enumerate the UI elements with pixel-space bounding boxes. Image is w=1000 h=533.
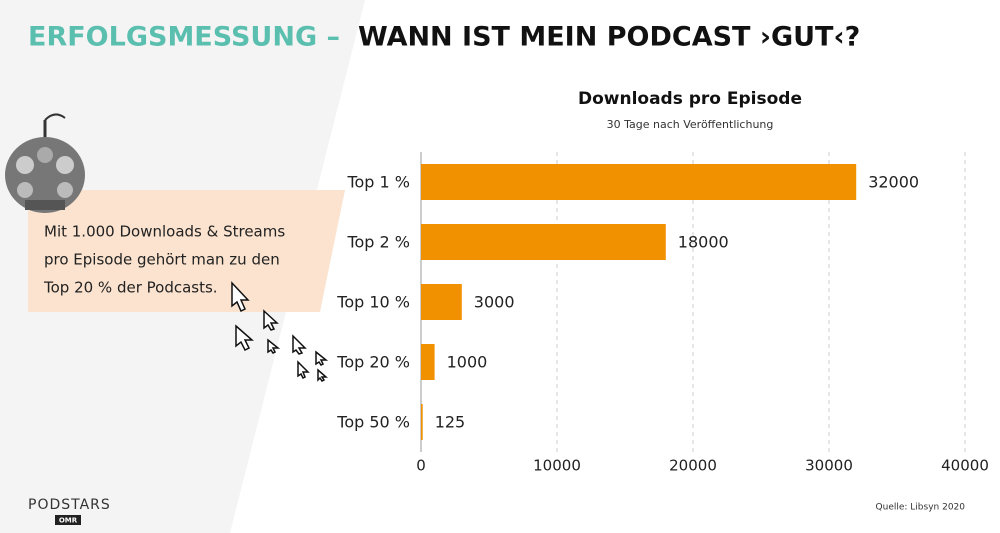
cursor-icons — [231, 281, 329, 382]
note-text: pro Episode gehört man zu den — [44, 251, 280, 269]
y-tick-label: Top 2 % — [346, 233, 410, 252]
robot-icon — [5, 113, 85, 213]
bar — [421, 284, 462, 320]
title-main: WANN IST MEIN PODCAST ›GUT‹? — [358, 22, 860, 53]
bar — [421, 404, 423, 440]
x-tick-label: 30000 — [805, 457, 853, 475]
bar — [421, 164, 857, 200]
value-label: 125 — [435, 413, 466, 432]
bar — [421, 224, 666, 260]
logo: PODSTARS — [28, 497, 111, 513]
title-accent: ERFOLGSMESSUNG – — [28, 22, 340, 53]
value-label: 3000 — [474, 293, 515, 312]
chart-title: Downloads pro Episode — [578, 89, 802, 109]
note-text: Top 20 % der Podcasts. — [43, 279, 218, 297]
x-tick-label: 20000 — [669, 457, 717, 475]
note-box — [28, 190, 345, 312]
logo-badge-text: OMR — [59, 517, 78, 525]
bar — [421, 344, 435, 380]
source: Quelle: Libsyn 2020 — [876, 503, 966, 513]
y-tick-label: Top 1 % — [346, 173, 410, 192]
chart-subtitle: 30 Tage nach Veröffentlichung — [607, 118, 774, 131]
y-tick-label: Top 20 % — [336, 353, 410, 372]
value-label: 18000 — [678, 233, 729, 252]
y-tick-label: Top 50 % — [336, 413, 410, 432]
value-label: 1000 — [447, 353, 488, 372]
x-tick-label: 40000 — [941, 457, 989, 475]
x-tick-label: 0 — [416, 457, 426, 475]
x-tick-label: 10000 — [533, 457, 581, 475]
y-tick-label: Top 10 % — [336, 293, 410, 312]
note-text: Mit 1.000 Downloads & Streams — [44, 223, 285, 241]
value-label: 32000 — [868, 173, 919, 192]
logo-badge — [55, 515, 81, 525]
